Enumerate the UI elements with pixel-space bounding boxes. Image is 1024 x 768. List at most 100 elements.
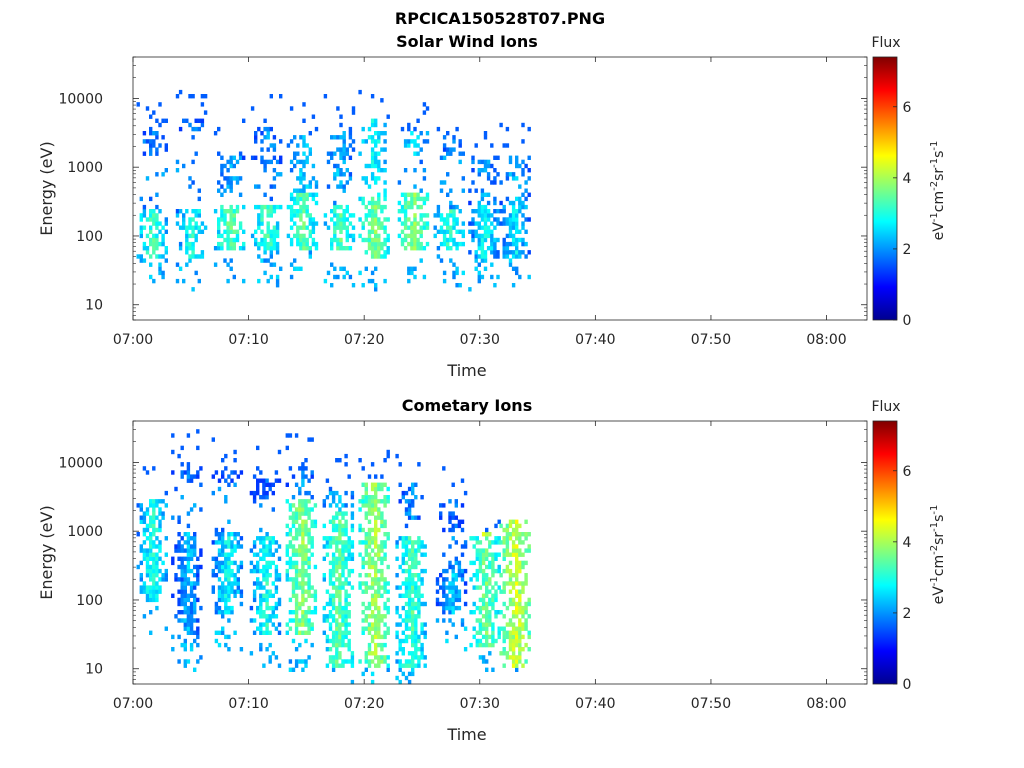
- flux-cell: [226, 168, 230, 173]
- flux-cell: [442, 147, 447, 152]
- flux-cell: [451, 622, 455, 627]
- flux-cell: [152, 278, 156, 284]
- flux-cell: [177, 453, 181, 459]
- flux-cell: [350, 552, 355, 557]
- flux-cell: [377, 233, 381, 239]
- flux-cell: [158, 262, 162, 267]
- flux-cell: [395, 659, 399, 664]
- flux-cell: [188, 122, 192, 128]
- flux-cell: [142, 258, 147, 263]
- flux-cell: [445, 577, 449, 582]
- flux-cell: [511, 540, 516, 545]
- flux-cell: [370, 634, 375, 640]
- flux-cell: [186, 540, 191, 545]
- flux-cell: [200, 250, 205, 255]
- flux-cell: [227, 597, 231, 603]
- flux-cell: [342, 246, 346, 251]
- flux-cell: [221, 474, 225, 479]
- flux-cell: [341, 560, 345, 566]
- flux-cell: [259, 593, 263, 598]
- flux-cell: [478, 618, 483, 623]
- flux-cell: [377, 642, 381, 648]
- flux-cell: [145, 548, 150, 553]
- flux-cell: [407, 266, 411, 271]
- flux-cell: [439, 573, 443, 578]
- flux-cell: [490, 237, 494, 243]
- flux-cell: [328, 622, 333, 627]
- flux-cell: [155, 605, 159, 611]
- flux-cell: [407, 204, 411, 210]
- flux-cell: [416, 192, 420, 197]
- flux-cell: [233, 458, 237, 463]
- flux-cell: [155, 172, 159, 177]
- flux-cell: [524, 560, 528, 566]
- flux-cell: [272, 204, 277, 210]
- flux-cell: [149, 139, 153, 144]
- flux-cell: [341, 573, 345, 578]
- flux-cell: [338, 610, 342, 615]
- flux-cell: [235, 159, 240, 165]
- flux-cell: [304, 544, 308, 549]
- flux-cell: [380, 225, 384, 230]
- flux-cell: [508, 241, 513, 247]
- flux-cell: [142, 515, 147, 520]
- flux-cell: [486, 159, 491, 165]
- flux-cell: [188, 258, 192, 263]
- flux-cell: [227, 519, 231, 524]
- flux-cell: [488, 622, 492, 627]
- flux-cell: [335, 659, 339, 664]
- flux-cell: [301, 589, 305, 594]
- flux-cell: [310, 585, 314, 590]
- flux-cell: [227, 474, 231, 479]
- flux-cell: [313, 597, 318, 603]
- flux-cell: [149, 515, 153, 520]
- flux-cell: [380, 168, 384, 173]
- flux-cell: [502, 217, 506, 222]
- flux-cell: [196, 577, 200, 582]
- flux-cell: [186, 614, 191, 619]
- flux-cell: [518, 552, 522, 557]
- flux-cell: [268, 560, 272, 566]
- flux-cell: [265, 573, 269, 578]
- flux-cell: [268, 544, 272, 549]
- flux-cell: [298, 532, 302, 537]
- flux-cell: [383, 556, 387, 561]
- flux-cell: [265, 490, 269, 496]
- flux-cell: [224, 544, 228, 549]
- flux-cell: [263, 168, 267, 173]
- flux-cell: [238, 192, 243, 197]
- x-tick-label: 07:00: [113, 696, 153, 712]
- flux-cell: [494, 568, 498, 574]
- flux-cell: [301, 548, 305, 553]
- flux-cell: [448, 564, 452, 570]
- flux-cell: [344, 511, 348, 516]
- flux-cell: [288, 667, 293, 672]
- flux-cell: [326, 225, 331, 230]
- flux-cell: [350, 490, 355, 496]
- flux-cell: [186, 466, 191, 471]
- flux-cell: [403, 221, 408, 226]
- flux-cell: [158, 266, 162, 271]
- flux-cell: [425, 192, 430, 197]
- flux-cell: [139, 519, 143, 524]
- flux-cell: [420, 593, 424, 598]
- flux-cell: [377, 225, 381, 230]
- flux-cell: [229, 217, 233, 222]
- flux-cell: [301, 474, 305, 479]
- flux-cell: [374, 159, 378, 165]
- flux-cell: [404, 626, 409, 631]
- flux-cell: [186, 593, 191, 598]
- flux-cell: [347, 474, 351, 479]
- axes-box: [132, 56, 868, 321]
- flux-cell: [435, 581, 440, 586]
- flux-cell: [186, 470, 191, 475]
- flux-cell: [161, 270, 165, 276]
- flux-cell: [380, 221, 384, 226]
- flux-cell: [330, 237, 334, 243]
- flux-cell: [521, 614, 525, 619]
- flux-cell: [200, 122, 205, 128]
- flux-cell: [262, 548, 266, 553]
- flux-cell: [505, 241, 510, 247]
- flux-cell: [414, 482, 418, 487]
- flux-cell: [301, 556, 305, 561]
